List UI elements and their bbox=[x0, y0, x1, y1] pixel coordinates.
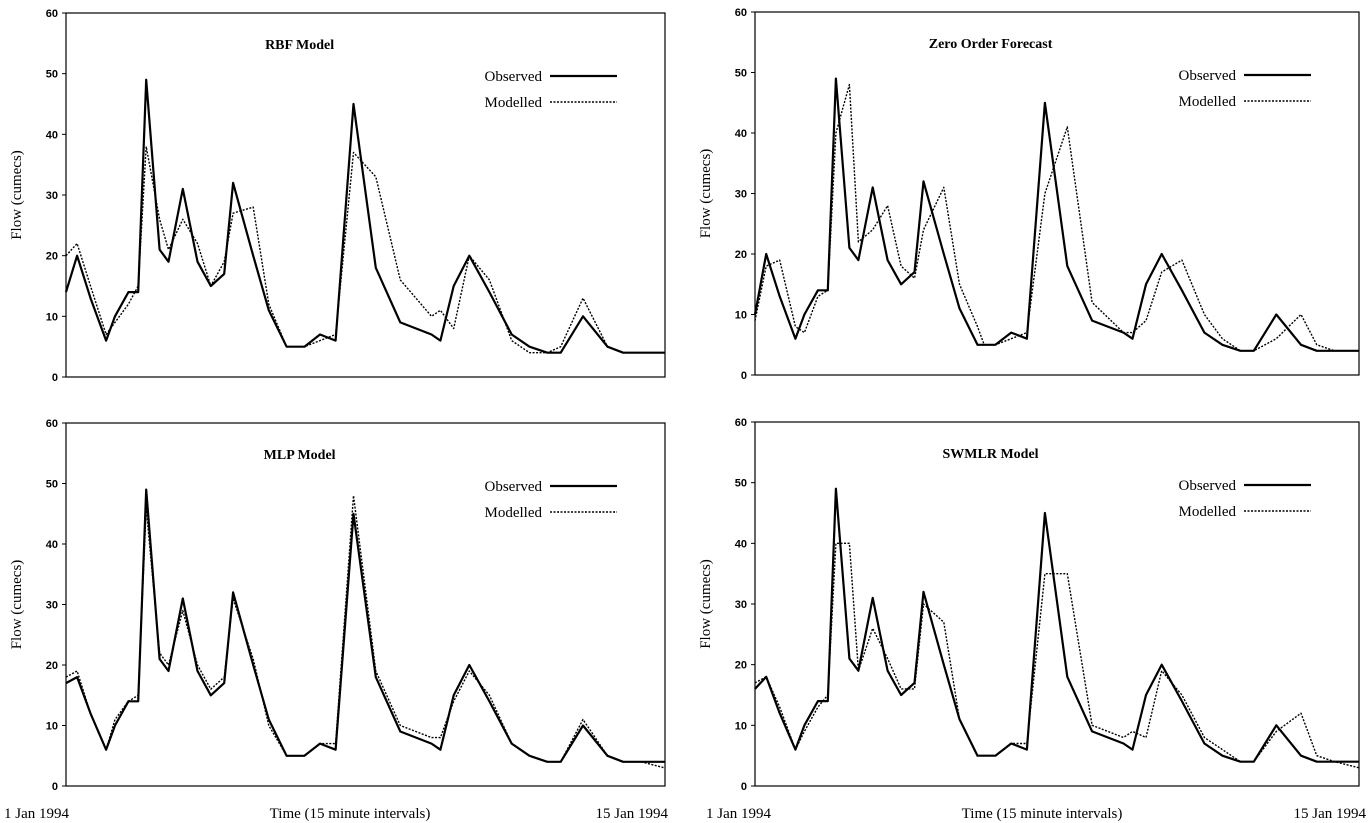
y-tick-label: 20 bbox=[735, 660, 747, 672]
y-tick-label: 50 bbox=[46, 69, 58, 81]
chart-panel-4: 0 10 20 30 40 50 60 Flow (cumecs) SWMLR Model Obs… bbox=[698, 417, 1360, 793]
panel-title: Zero Order Forecast bbox=[929, 37, 1053, 52]
y-tick-label: 60 bbox=[735, 417, 747, 429]
y-tick-label: 20 bbox=[735, 249, 747, 261]
legend-label-observed: Observed bbox=[485, 69, 543, 85]
panel-title: RBF Model bbox=[265, 38, 334, 53]
y-tick-label: 50 bbox=[46, 479, 58, 491]
y-tick-label: 10 bbox=[735, 720, 747, 732]
x-axis-title-right: Time (15 minute intervals) bbox=[962, 806, 1123, 822]
x-end-date-right: 15 Jan 1994 bbox=[1294, 806, 1367, 822]
y-tick-label: 40 bbox=[46, 539, 58, 551]
y-axis-title: Flow (cumecs) bbox=[698, 149, 714, 239]
chart-panel-2: 0 10 20 30 40 50 60 Flow (cumecs) Zero Order For… bbox=[698, 7, 1360, 382]
chart-panel-3: 0 10 20 30 40 50 60 Flow (cumecs) MLP Model Obser… bbox=[9, 418, 666, 793]
x-start-date-left: 1 Jan 1994 bbox=[4, 806, 69, 822]
y-axis-title: Flow (cumecs) bbox=[9, 150, 25, 240]
y-tick-label: 0 bbox=[52, 781, 58, 793]
y-tick-label: 30 bbox=[735, 189, 747, 201]
panel-title: SWMLR Model bbox=[943, 447, 1039, 462]
y-tick-label: 40 bbox=[735, 538, 747, 550]
y-tick-label: 60 bbox=[46, 8, 58, 20]
y-tick-label: 30 bbox=[735, 599, 747, 611]
legend-label-observed: Observed bbox=[1179, 478, 1237, 494]
legend-label-modelled: Modelled bbox=[1179, 94, 1237, 110]
y-tick-label: 30 bbox=[46, 600, 58, 612]
y-tick-label: 20 bbox=[46, 660, 58, 672]
y-tick-label: 60 bbox=[46, 418, 58, 430]
legend-label-observed: Observed bbox=[1179, 68, 1237, 84]
y-tick-label: 50 bbox=[735, 478, 747, 490]
legend-label-observed: Observed bbox=[485, 479, 543, 495]
series-line-modelled bbox=[65, 494, 666, 769]
series-line-observed bbox=[64, 78, 665, 354]
y-tick-label: 20 bbox=[46, 251, 58, 263]
y-tick-label: 0 bbox=[741, 370, 747, 382]
x-end-date-left: 15 Jan 1994 bbox=[596, 806, 669, 822]
y-tick-label: 40 bbox=[735, 128, 747, 140]
series-line-observed bbox=[65, 488, 665, 763]
series-line-observed bbox=[753, 77, 1359, 352]
y-axis-title: Flow (cumecs) bbox=[698, 559, 714, 649]
x-axis-title-left: Time (15 minute intervals) bbox=[270, 806, 431, 822]
x-start-date-right: 1 Jan 1994 bbox=[706, 806, 771, 822]
y-tick-label: 30 bbox=[46, 190, 58, 202]
y-tick-label: 60 bbox=[735, 7, 747, 19]
y-axis-title: Flow (cumecs) bbox=[9, 560, 25, 650]
y-tick-label: 10 bbox=[46, 311, 58, 323]
y-tick-label: 0 bbox=[52, 372, 58, 384]
legend-label-modelled: Modelled bbox=[1179, 504, 1237, 520]
y-tick-label: 10 bbox=[46, 721, 58, 733]
y-tick-label: 0 bbox=[741, 781, 747, 793]
legend-label-modelled: Modelled bbox=[485, 505, 543, 521]
series-line-modelled bbox=[754, 542, 1360, 769]
y-tick-label: 10 bbox=[735, 310, 747, 322]
series-line-modelled bbox=[754, 83, 1359, 352]
series-line-modelled bbox=[65, 145, 665, 354]
chart-panel-1: 0 10 20 30 40 50 60 Flow (cumecs) RBF Model Obser… bbox=[9, 8, 666, 384]
series-line-observed bbox=[754, 487, 1359, 763]
y-tick-label: 50 bbox=[735, 68, 747, 80]
legend-label-modelled: Modelled bbox=[485, 95, 543, 111]
panel-title: MLP Model bbox=[264, 448, 336, 463]
y-tick-label: 40 bbox=[46, 129, 58, 141]
